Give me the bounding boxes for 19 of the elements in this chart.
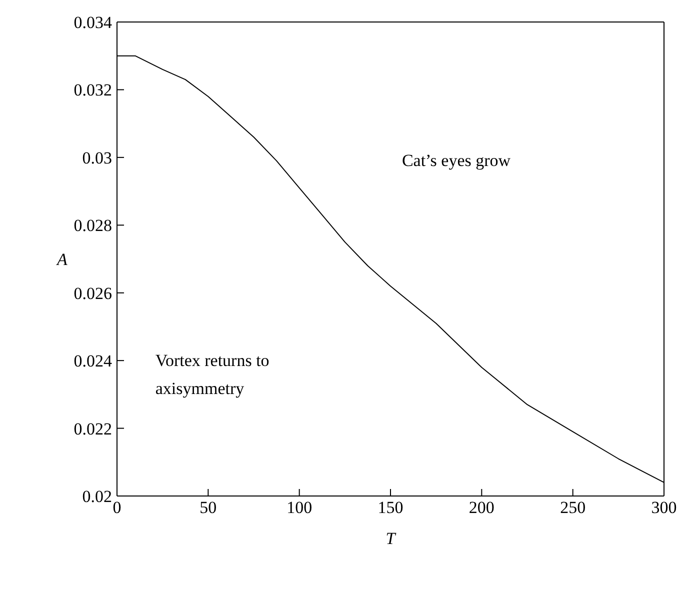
x-tick-label: 50 [200, 498, 217, 518]
x-tick-label: 250 [560, 498, 586, 518]
y-tick-label: 0.022 [74, 419, 112, 438]
annotation: Vortex returns to axisymmetry [155, 350, 270, 400]
y-tick-label: 0.034 [74, 13, 112, 32]
y-tick-label: 0.03 [82, 148, 112, 168]
y-tick-label: 0.032 [74, 80, 112, 100]
y-tick-label: 0.028 [74, 216, 112, 236]
y-tick-label: 0.02 [82, 487, 112, 506]
x-tick-label: 0 [112, 498, 122, 518]
y-axis-title: A [56, 250, 68, 270]
x-tick-label: 200 [468, 498, 494, 518]
x-tick-label: 150 [378, 498, 404, 518]
y-tick-label: 0.026 [74, 284, 112, 303]
x-axis-title: T [386, 529, 397, 548]
x-tick-label: 300 [651, 498, 677, 518]
annotation: Cat’s eyes grow [402, 150, 512, 172]
x-tick-label: 100 [286, 498, 312, 518]
y-tick-label: 0.024 [74, 352, 112, 371]
